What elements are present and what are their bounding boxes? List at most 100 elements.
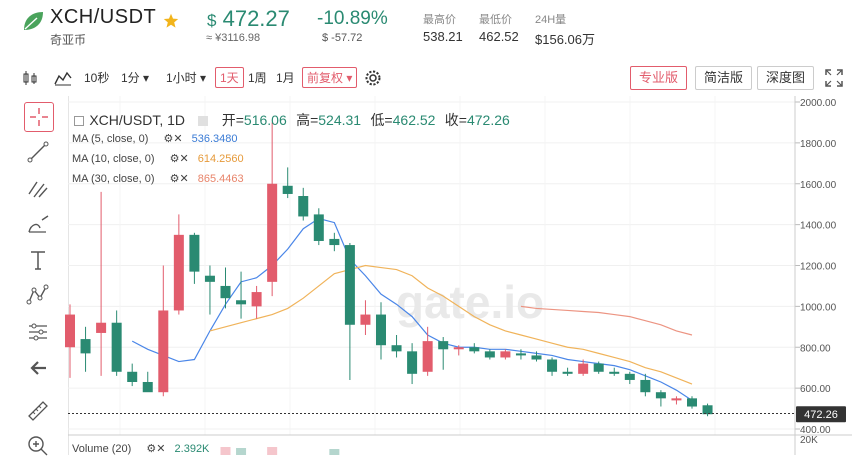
text-tool-icon[interactable] — [24, 246, 52, 274]
candle-body — [407, 351, 418, 374]
legend-open-label: 开= — [221, 112, 244, 128]
adjust-select[interactable]: 前复权 ▾ — [302, 67, 358, 88]
eye-icon[interactable]: ⚙ — [163, 133, 174, 145]
volume-bar — [236, 448, 247, 455]
eye-icon[interactable]: ⚙ — [169, 173, 180, 185]
volume-bar — [267, 447, 278, 455]
candle-body — [609, 371, 620, 374]
leaf-logo-icon — [24, 12, 43, 30]
ticker-header: XCH/USDT 奇亚币 $ 472.27 ≈ ¥3116.98 -10.89%… — [0, 0, 852, 58]
ma5-label: MA (5, close, 0) — [72, 133, 149, 145]
candle-body — [344, 245, 355, 325]
interval-1h[interactable]: 1小时 ▾ — [166, 71, 207, 85]
candle-body — [640, 379, 651, 393]
candle-body — [96, 322, 107, 333]
interval-1d[interactable]: 1天 — [215, 67, 244, 88]
candle-body — [173, 234, 184, 311]
favorite-star-icon[interactable] — [163, 13, 179, 29]
close-icon[interactable]: ✕ — [179, 173, 189, 185]
low-label: 最低价 — [479, 14, 512, 26]
brush-tool-icon[interactable] — [24, 210, 52, 238]
adjust-label: 前复权 — [307, 71, 344, 85]
candle-body — [142, 381, 153, 393]
fullscreen-icon[interactable] — [824, 68, 844, 88]
change-absolute: $ -57.72 — [322, 32, 363, 44]
fib-tool-icon[interactable] — [24, 174, 52, 202]
candle-body — [158, 310, 169, 393]
legend-low-label: 低= — [370, 112, 393, 128]
crosshair-tool-icon[interactable] — [24, 102, 54, 132]
y-tick-label: 1800.00 — [800, 139, 837, 150]
volume-label: Volume (20) — [72, 443, 132, 455]
candle-body — [500, 351, 511, 358]
back-arrow-icon[interactable] — [24, 354, 52, 382]
candle-body — [702, 405, 713, 415]
candle-body — [453, 347, 464, 350]
settings-gear-icon[interactable] — [364, 69, 382, 87]
price-value: 472.27 — [222, 6, 290, 31]
candle-body — [313, 214, 324, 241]
interval-1m[interactable]: 1月 — [276, 71, 295, 85]
trendline-tool-icon[interactable] — [24, 138, 52, 166]
legend-close-label: 收= — [444, 112, 467, 128]
indicator-ma30[interactable]: MA (30, close, 0) ⚙✕ 865.4463 — [72, 172, 244, 185]
interval-1w[interactable]: 1周 — [248, 71, 267, 85]
eye-icon[interactable]: ⚙ — [169, 153, 180, 165]
close-icon[interactable]: ✕ — [173, 133, 183, 145]
pattern-tool-icon[interactable] — [24, 282, 52, 310]
candle-body — [422, 341, 433, 372]
pair-title: XCH/USDT — [50, 6, 157, 28]
ruler-tool-icon[interactable] — [24, 396, 52, 424]
volume-legend: Volume (20) ⚙✕ 2.392K — [72, 442, 209, 455]
ohlc-legend: XCH/USDT, 1D 开=516.06 高=524.31 低=462.52 … — [72, 110, 510, 130]
y-tick-label: 1000.00 — [800, 302, 837, 313]
last-price-badge — [796, 406, 846, 423]
volume-bar — [220, 447, 231, 455]
candle-type-icon[interactable] — [22, 70, 38, 86]
volume-value: 2.392K — [174, 443, 210, 455]
ma10-label: MA (10, close, 0) — [72, 153, 155, 165]
low-value: 462.52 — [479, 29, 519, 44]
y-axis: 2000.00 1800.00 1600.00 1400.00 1200.00 1000.… — [795, 98, 846, 446]
interval-10s[interactable]: 10秒 — [84, 71, 110, 85]
candle-body — [547, 359, 558, 372]
legend-settings-icon[interactable] — [198, 116, 209, 126]
candle-body — [655, 392, 666, 399]
eye-icon[interactable]: ⚙ — [146, 443, 157, 455]
candle-body — [267, 183, 278, 282]
view-pro-button[interactable]: 专业版 — [630, 66, 688, 90]
chart-toolbar: 10秒 1分 ▾ 1小时 ▾ 1天 1周 1月 前复权 ▾ 专业版 简洁版 深度… — [0, 64, 852, 92]
ma30-value: 865.4463 — [197, 173, 244, 185]
close-icon[interactable]: ✕ — [179, 153, 189, 165]
candle-body — [251, 292, 262, 307]
candle-body — [282, 185, 293, 194]
y-tick-label: 1400.00 — [800, 221, 837, 232]
candle-body — [515, 353, 526, 356]
legend-open-value: 516.06 — [243, 112, 287, 128]
measure-tool-icon[interactable] — [24, 318, 52, 346]
zoom-in-icon[interactable] — [24, 432, 52, 460]
view-depth-button[interactable]: 深度图 — [757, 66, 815, 90]
close-icon[interactable]: ✕ — [156, 443, 166, 455]
view-simple-button[interactable]: 简洁版 — [695, 66, 753, 90]
interval-1min-label: 1分 — [121, 71, 140, 85]
indicator-ma10[interactable]: MA (10, close, 0) ⚙✕ 614.2560 — [72, 152, 244, 165]
volume-24h-value: $156.06万 — [535, 32, 595, 47]
legend-title: XCH/USDT, 1D — [89, 112, 186, 128]
candle-body — [204, 275, 215, 282]
collapse-legend-icon[interactable] — [74, 116, 84, 126]
candle-body — [236, 300, 247, 305]
indicator-icon[interactable] — [54, 70, 72, 86]
indicator-ma5[interactable]: MA (5, close, 0) ⚙✕ 536.3480 — [72, 132, 238, 145]
candle-body — [65, 314, 75, 348]
candle-body — [376, 314, 386, 346]
change-percent: -10.89% — [317, 8, 388, 29]
high-label: 最高价 — [423, 14, 456, 26]
y-tick-label: 400.00 — [800, 425, 831, 436]
candles-group — [65, 122, 713, 455]
interval-1min[interactable]: 1分 ▾ — [121, 71, 150, 85]
watermark-text: gate.io — [396, 276, 544, 328]
candle-body — [624, 373, 635, 380]
candle-body — [438, 341, 449, 350]
